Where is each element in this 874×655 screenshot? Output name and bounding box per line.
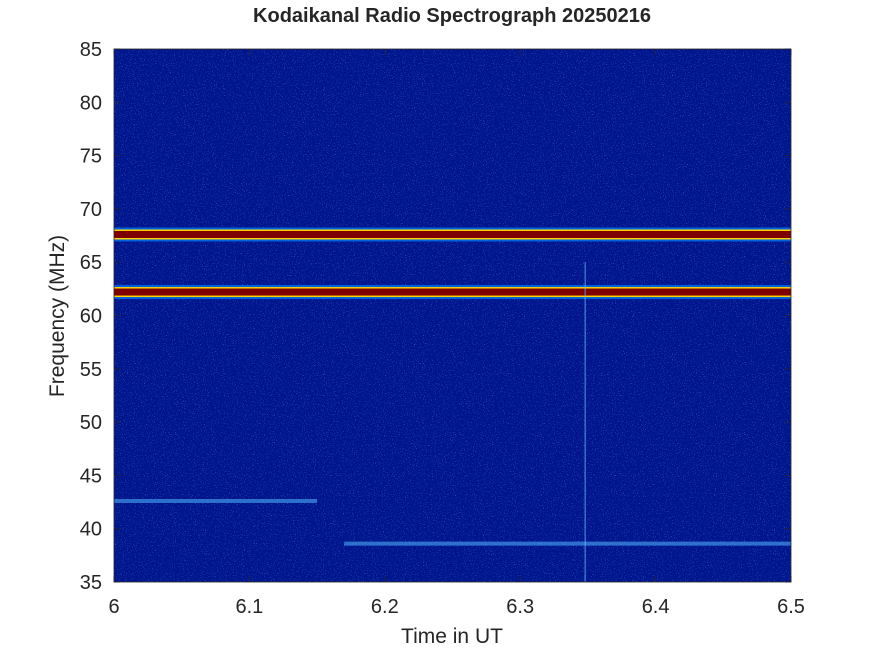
y-tick-label: 45 (80, 465, 102, 487)
emission-band-1 (114, 285, 791, 300)
x-axis-ticks: 6 6.1 6.2 6.3 6.4 6.5 (108, 49, 805, 618)
emission-band-0 (114, 227, 791, 242)
y-tick-label: 40 (80, 519, 102, 541)
weak-band-2 (344, 541, 791, 546)
spectrogram-features (114, 227, 791, 582)
weak-band-3 (114, 498, 318, 503)
chart-title: Kodaikanal Radio Spectrograph 20250216 (253, 5, 651, 27)
y-tick-label: 35 (80, 572, 102, 594)
y-tick-label: 80 (80, 92, 102, 114)
y-axis-ticks: 35 40 45 50 55 60 65 70 75 80 85 (80, 39, 791, 594)
spectrogram-noise (114, 49, 791, 582)
y-tick-label: 85 (80, 39, 102, 61)
plot-area (113, 48, 792, 583)
x-tick-label: 6 (108, 596, 119, 618)
y-tick-label: 60 (80, 306, 102, 328)
band-core (114, 230, 791, 238)
band-core (114, 288, 791, 296)
x-tick-label: 6.5 (777, 596, 805, 618)
y-axis-label: Frequency (MHz) (46, 235, 69, 397)
x-tick-label: 6.4 (642, 596, 670, 618)
y-tick-label: 65 (80, 252, 102, 274)
y-tick-label: 50 (80, 412, 102, 434)
y-tick-label: 75 (80, 146, 102, 168)
x-tick-label: 6.1 (235, 596, 263, 618)
y-tick-label: 70 (80, 199, 102, 221)
x-tick-label: 6.2 (371, 596, 399, 618)
y-tick-label: 55 (80, 359, 102, 381)
x-tick-label: 6.3 (506, 596, 534, 618)
x-axis-label: Time in UT (401, 625, 503, 648)
